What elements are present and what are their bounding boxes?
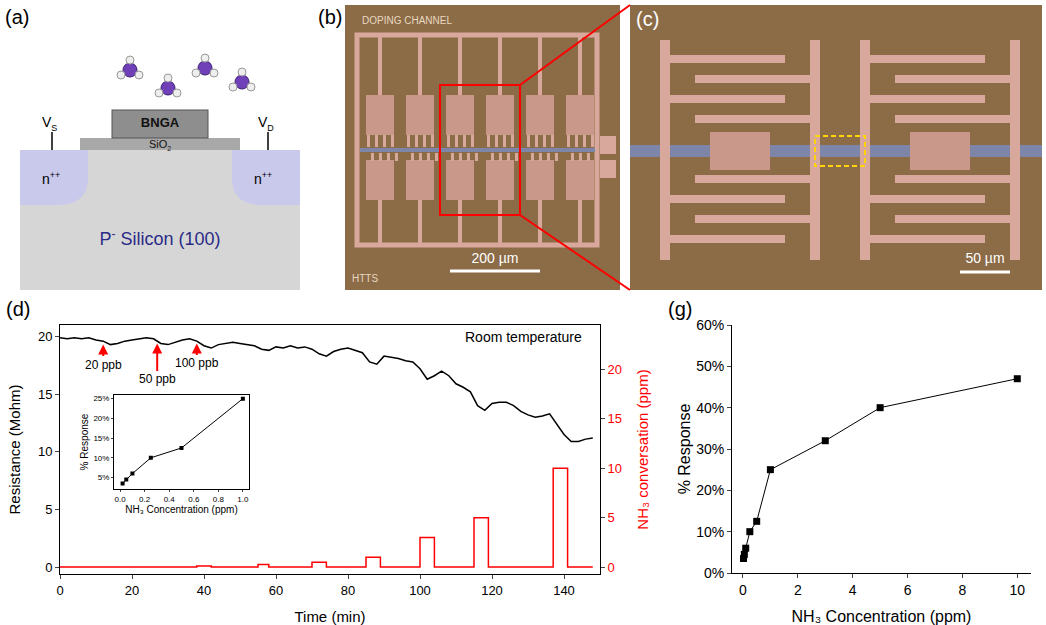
svg-text:(a): (a) (5, 6, 29, 28)
svg-text:10: 10 (1009, 582, 1025, 598)
svg-text:15%: 15% (93, 434, 109, 443)
svg-text:0.4: 0.4 (164, 495, 176, 504)
svg-text:(c): (c) (636, 8, 659, 30)
svg-text:0: 0 (739, 582, 747, 598)
svg-text:10%: 10% (696, 524, 724, 540)
svg-text:20%: 20% (696, 482, 724, 498)
svg-text:0: 0 (608, 560, 615, 575)
svg-text:SiO2: SiO2 (149, 138, 171, 152)
svg-text:P- Silicon (100): P- Silicon (100) (99, 227, 220, 249)
svg-text:0: 0 (56, 583, 63, 598)
svg-text:1.0: 1.0 (237, 495, 249, 504)
html-text:(d): (d) (6, 298, 31, 320)
svg-text:0.6: 0.6 (188, 495, 200, 504)
svg-text:NH₃ Concentration (ppm): NH₃ Concentration (ppm) (792, 608, 972, 625)
svg-text:60%: 60% (696, 317, 724, 333)
svg-text:120: 120 (481, 583, 503, 598)
svg-text:0.2: 0.2 (139, 495, 151, 504)
svg-text:10%: 10% (93, 454, 109, 463)
svg-text:n++: n++ (254, 170, 272, 187)
svg-text:5%: 5% (98, 473, 110, 482)
svg-text:20 ppb: 20 ppb (85, 358, 122, 372)
svg-text:DOPING CHANNEL: DOPING CHANNEL (362, 15, 452, 26)
svg-text:Time (min): Time (min) (294, 608, 365, 625)
svg-text:2: 2 (794, 582, 802, 598)
svg-text:200 µm: 200 µm (472, 250, 519, 266)
svg-text:40%: 40% (696, 400, 724, 416)
svg-text:140: 140 (553, 583, 575, 598)
svg-text:HTTS: HTTS (352, 273, 378, 284)
svg-text:10: 10 (608, 461, 622, 476)
html-text:(g): (g) (668, 298, 693, 320)
svg-text:30%: 30% (696, 441, 724, 457)
svg-text:50 µm: 50 µm (965, 250, 1004, 266)
svg-text:% Response: % Response (676, 404, 693, 495)
svg-text:100 ppb: 100 ppb (175, 356, 219, 370)
svg-text:60: 60 (269, 583, 283, 598)
svg-text:4: 4 (849, 582, 857, 598)
svg-text:n++: n++ (42, 170, 60, 187)
svg-text:80: 80 (341, 583, 355, 598)
svg-text:20: 20 (125, 583, 139, 598)
svg-text:20: 20 (608, 362, 622, 377)
svg-text:8: 8 (959, 582, 967, 598)
svg-text:5: 5 (45, 502, 52, 517)
svg-text:6: 6 (904, 582, 912, 598)
svg-text:20%: 20% (93, 414, 109, 423)
svg-text:Resistance (Mohm): Resistance (Mohm) (6, 384, 23, 514)
svg-text:15: 15 (38, 387, 52, 402)
svg-text:40: 40 (197, 583, 211, 598)
svg-text:20: 20 (38, 329, 52, 344)
svg-text:NH₃ Concentration (ppm): NH₃ Concentration (ppm) (125, 504, 237, 515)
svg-text:25%: 25% (93, 394, 109, 403)
svg-text:0.8: 0.8 (213, 495, 225, 504)
svg-text:0.0: 0.0 (115, 495, 127, 504)
svg-text:Room temperature: Room temperature (465, 329, 582, 345)
svg-text:10: 10 (38, 444, 52, 459)
svg-text:VS: VS (42, 114, 57, 133)
svg-text:5: 5 (608, 510, 615, 525)
svg-text:0%: 0% (704, 565, 724, 581)
svg-text:% Response: % Response (79, 413, 90, 470)
svg-text:NH₃ conversation (ppm): NH₃ conversation (ppm) (634, 369, 651, 529)
svg-text:VD: VD (258, 114, 274, 133)
svg-text:(b): (b) (318, 6, 342, 28)
svg-text:50%: 50% (696, 358, 724, 374)
svg-text:15: 15 (608, 411, 622, 426)
svg-text:BNGA: BNGA (141, 115, 180, 130)
svg-text:0: 0 (45, 560, 52, 575)
svg-text:50 ppb: 50 ppb (139, 372, 176, 386)
svg-text:100: 100 (409, 583, 431, 598)
